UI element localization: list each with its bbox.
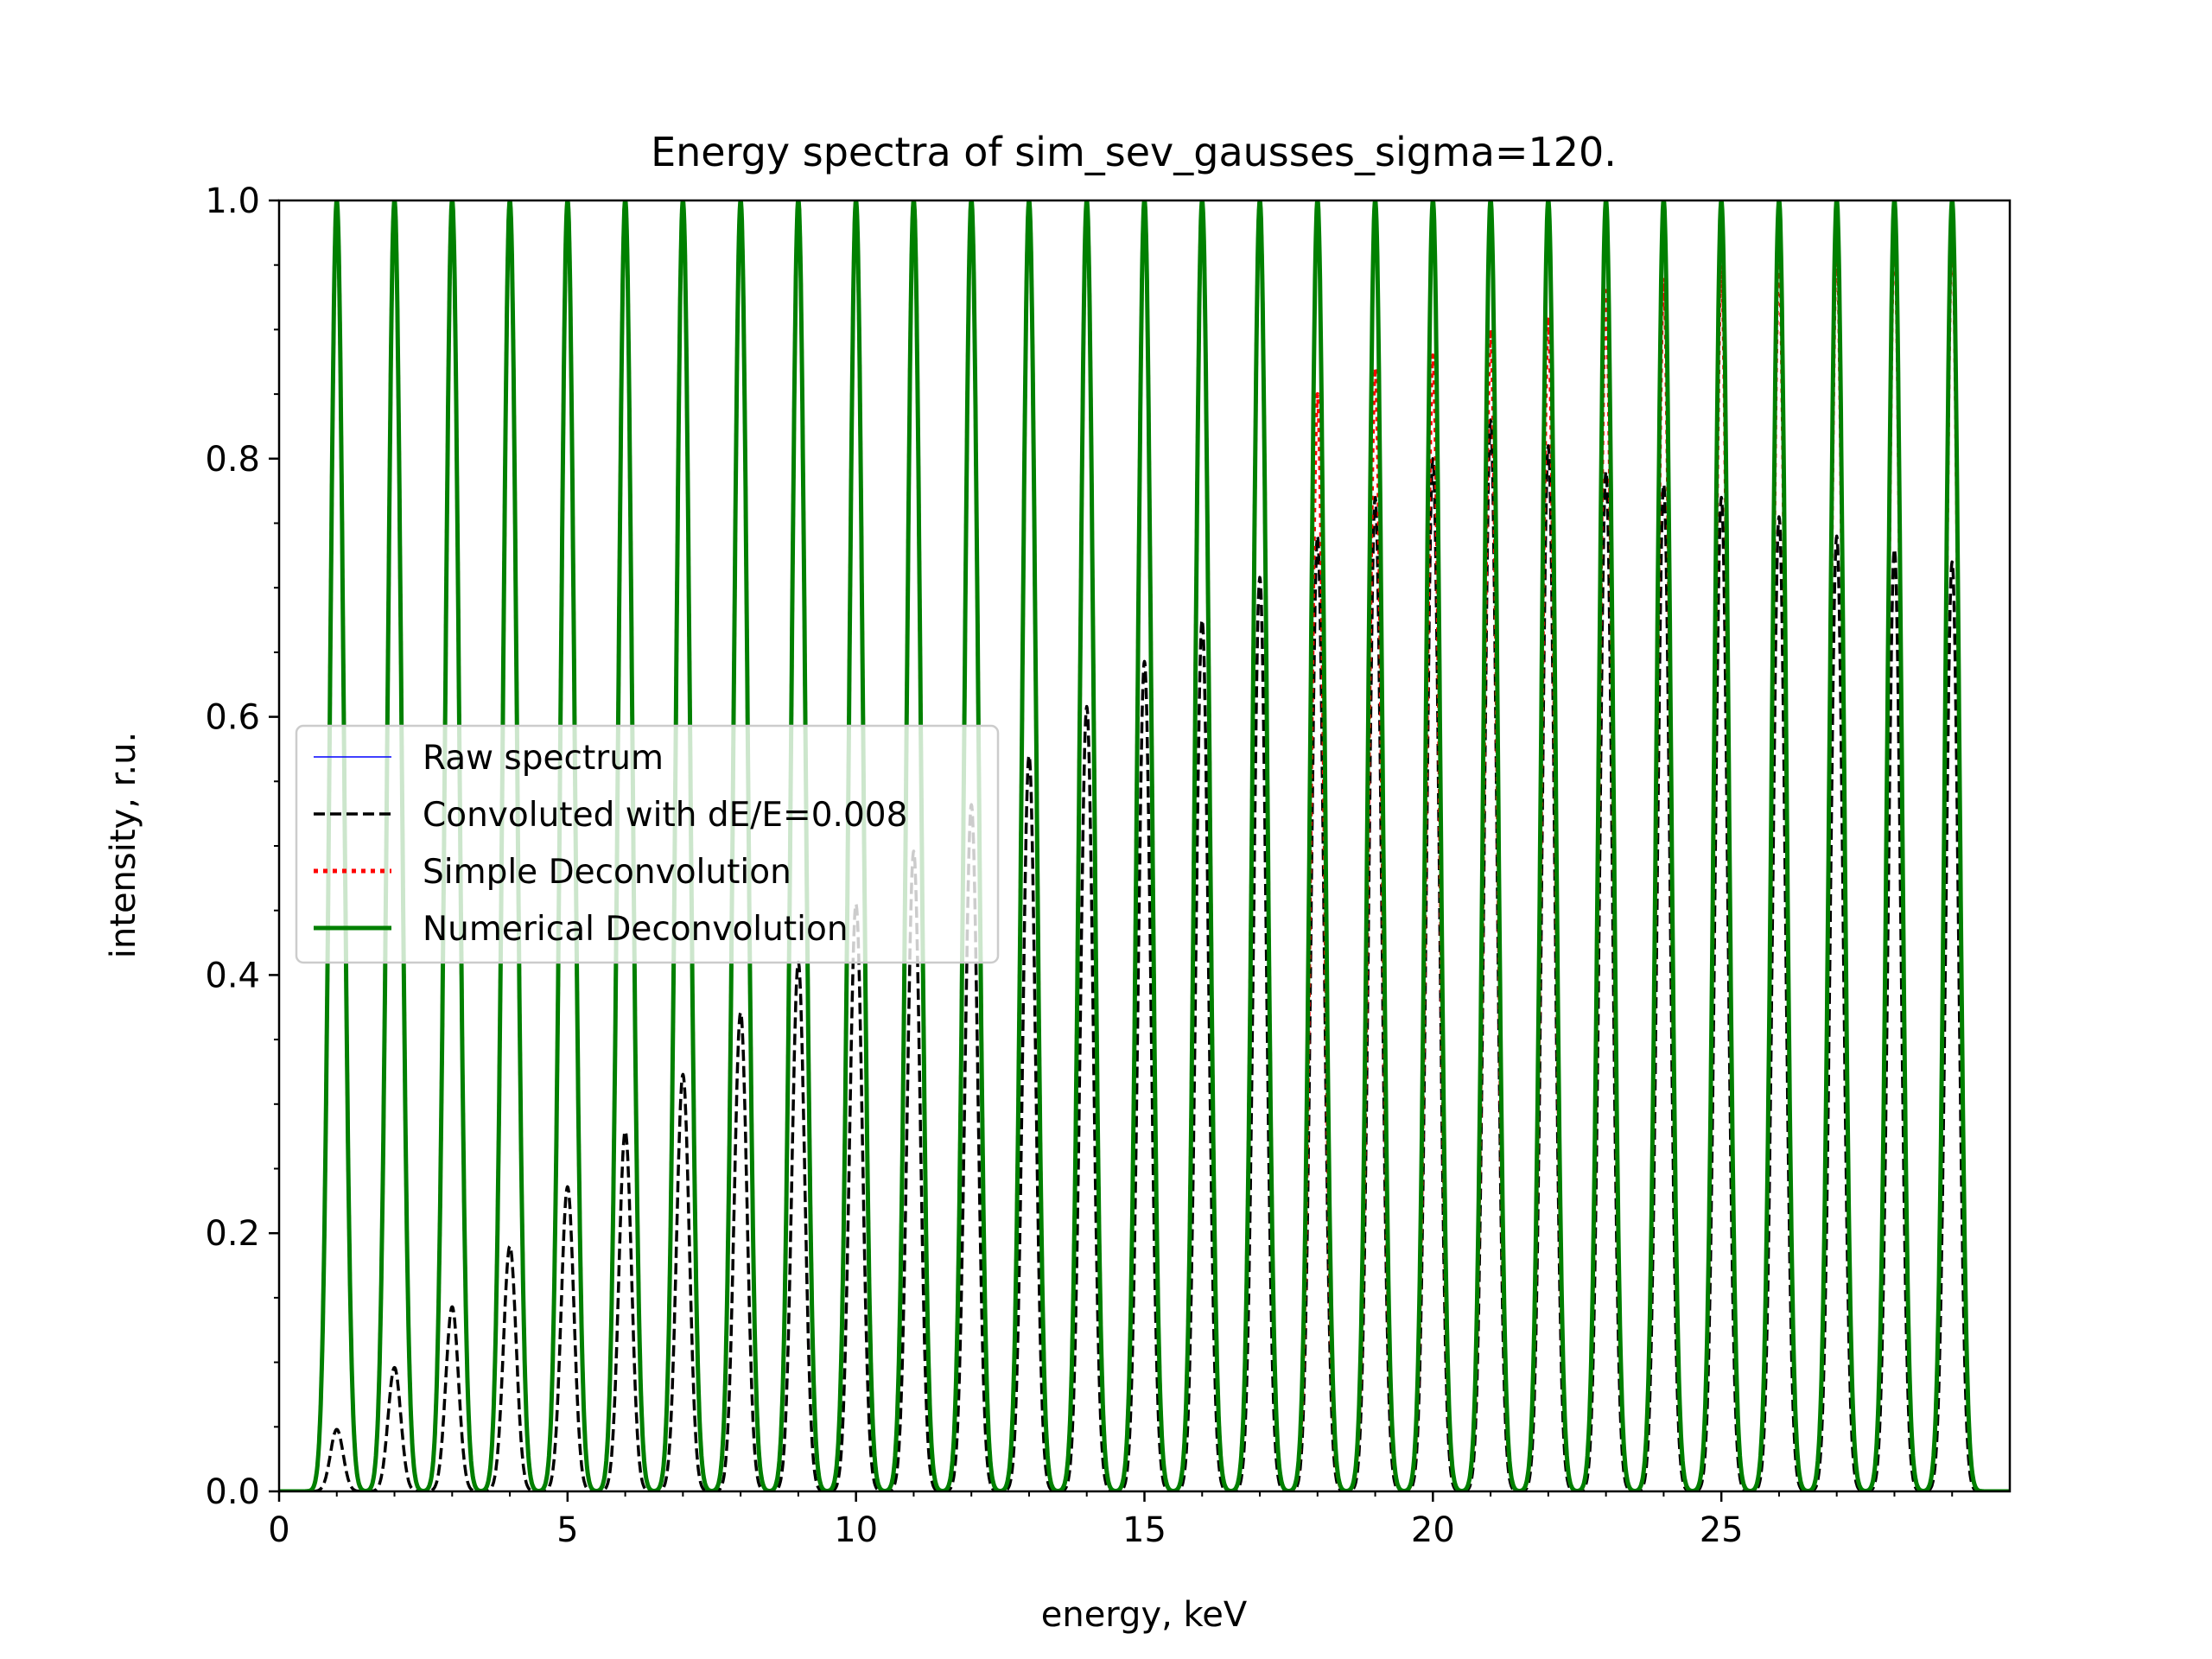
legend-label-simple-deconvolution: Simple Deconvolution [423,853,791,892]
x-tick-label: 0 [268,1510,289,1550]
x-tick-label: 10 [834,1510,878,1550]
legend-label-numerical-deconvolution: Numerical Deconvolution [423,910,849,949]
y-tick-label: 0.2 [205,1214,260,1254]
legend-entry-raw: Raw spectrum [314,739,664,778]
y-axis-label: intensity, r.u. [104,732,143,958]
x-axis-label: energy, keV [1041,1595,1248,1635]
x-axis: 0 5 10 15 20 25 [268,1491,1954,1550]
y-tick-label: 0.8 [205,440,260,480]
legend: Raw spectrum Convoluted with dE/E=0.008 … [295,724,1000,964]
x-tick-label: 15 [1122,1510,1166,1550]
legend-entry-simple-deconvolution: Simple Deconvolution [314,853,791,892]
legend-box [295,724,1000,964]
y-axis: 0.0 0.2 0.4 0.6 0.8 1.0 [205,181,279,1512]
y-tick-label: 0.0 [205,1472,260,1512]
x-tick-label: 25 [1700,1510,1744,1550]
y-tick-label: 1.0 [205,181,260,221]
legend-label-raw: Raw spectrum [423,739,664,778]
chart-title: Energy spectra of sim_sev_gausses_sigma=… [651,129,1617,175]
x-tick-label: 5 [556,1510,578,1550]
y-tick-label: 0.6 [205,698,260,738]
y-tick-label: 0.4 [205,956,260,995]
legend-label-convoluted: Convoluted with dE/E=0.008 [423,796,907,835]
legend-entry-convoluted: Convoluted with dE/E=0.008 [314,796,907,835]
legend-entry-numerical-deconvolution: Numerical Deconvolution [314,910,849,949]
x-tick-label: 20 [1411,1510,1455,1550]
series-layer [279,200,2010,1491]
series-line [279,418,2010,1491]
